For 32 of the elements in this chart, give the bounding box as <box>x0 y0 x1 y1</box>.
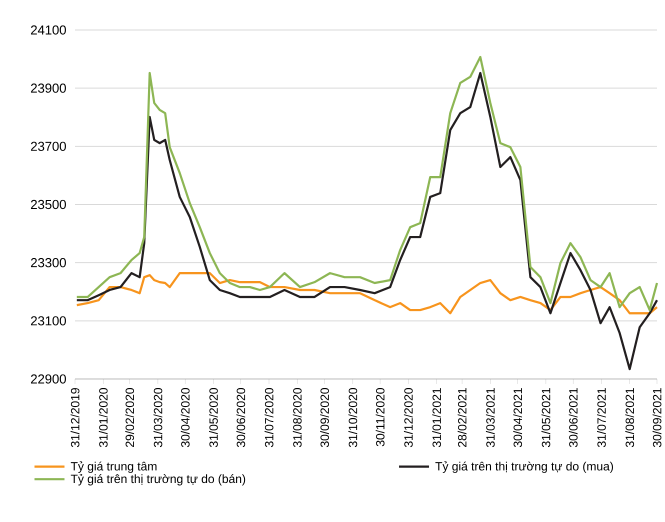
y-tick-label: 24100 <box>30 25 66 35</box>
y-tick-label: 22900 <box>30 374 66 384</box>
x-tick-label: 30/09/2021 <box>652 388 662 448</box>
x-tick-label: 31/12/2019 <box>70 388 80 448</box>
legend-label: Tỷ giá trên thị trường tự do (mua) <box>435 461 613 473</box>
x-tick-label: 31/05/2020 <box>209 388 218 448</box>
x-tick-label: 31/01/2020 <box>98 388 108 448</box>
x-tick-label: 31/07/2021 <box>597 388 606 448</box>
x-tick-label: 30/11/2020 <box>376 388 385 446</box>
x-tick-label: 31/03/2021 <box>486 388 495 448</box>
x-tick-label: 30/04/2021 <box>513 388 522 448</box>
x-tick-label: 31/07/2020 <box>264 388 274 448</box>
x-tick-label: 31/05/2021 <box>541 388 550 448</box>
legend-label: Tỷ giá trung tâm <box>70 461 156 473</box>
y-tick-label: 23300 <box>30 258 66 268</box>
x-tick-label: 31/03/2020 <box>153 388 162 448</box>
x-tick-label: 30/09/2020 <box>320 388 329 448</box>
y-tick-label: 23100 <box>30 316 66 326</box>
x-tick-label: 31/08/2021 <box>625 388 634 448</box>
y-tick-label: 23700 <box>30 142 66 151</box>
legend-label: Tỷ giá trên thị trường tự do (bán) <box>70 474 246 486</box>
x-tick-label: 31/12/2020 <box>404 388 413 448</box>
x-tick-label: 28/02/2021 <box>458 388 466 447</box>
x-tick-label: 29/02/2020 <box>125 388 134 447</box>
y-tick-label: 23500 <box>30 200 66 210</box>
x-tick-label: 30/04/2020 <box>180 388 190 448</box>
x-tick-label: 30/06/2020 <box>236 388 246 448</box>
x-tick-label: 31/08/2020 <box>292 388 302 448</box>
x-tick-label: 30/06/2021 <box>568 388 578 448</box>
x-tick-label: 31/10/2020 <box>348 388 358 448</box>
y-tick-label: 23900 <box>30 84 66 93</box>
x-tick-label: 31/01/2021 <box>432 388 441 448</box>
